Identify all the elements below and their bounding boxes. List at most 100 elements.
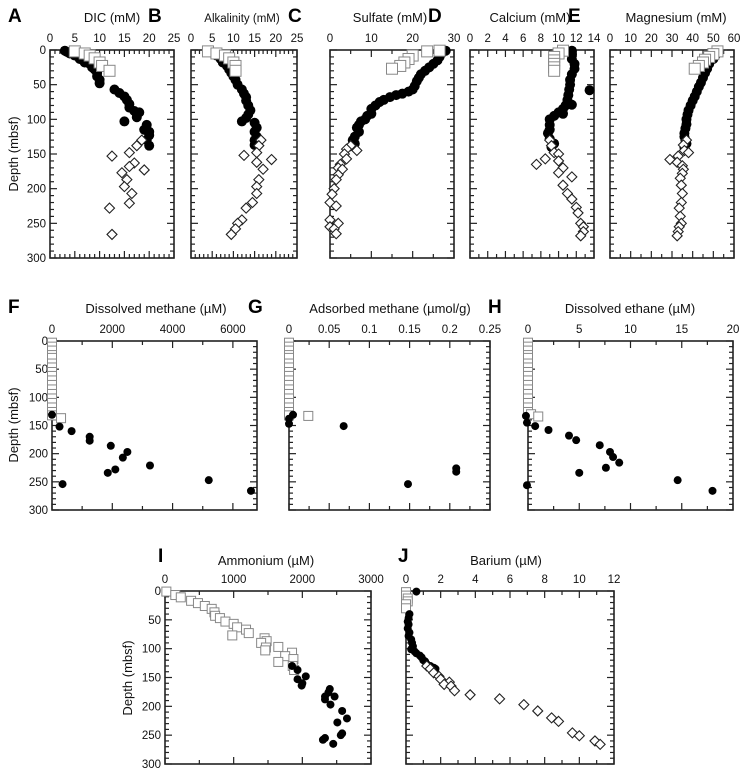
series-open-squares: [688, 45, 724, 75]
x-tick-label: 2: [437, 574, 443, 586]
x-tick-label: 2: [485, 33, 491, 45]
series-filled-circles: [288, 661, 351, 748]
data-point-open-diamond: [552, 155, 565, 167]
series-open-diamonds: [664, 134, 695, 242]
y-tick-label: 200: [142, 701, 161, 713]
data-point-filled-circle: [601, 463, 610, 472]
data-point-filled-circle: [336, 731, 345, 740]
series-open-diamonds: [530, 134, 590, 242]
series-open-diamonds: [103, 134, 151, 241]
panel-title: Adsorbed methane (µmol/g): [309, 301, 470, 316]
panel-title: Dissolved ethane (µM): [565, 301, 695, 316]
data-point-filled-circle: [118, 453, 127, 462]
plot-frame: [469, 49, 595, 259]
panel-i: I Ammonium (µM) 0 1000 2000 3000 0 50 100 150 200 2…: [142, 546, 384, 771]
data-point-open-diamond: [676, 187, 689, 200]
panel-j: J Barium (µM) 0 2 4 6 8 10 12: [398, 546, 620, 765]
data-point-open-diamond: [557, 179, 569, 191]
series-open-squares: [68, 45, 116, 77]
y-tick-label: 100: [27, 114, 46, 126]
y-tick-label: 250: [27, 218, 46, 230]
panel-letter: E: [568, 6, 581, 27]
data-point-filled-circle: [55, 422, 64, 431]
panel-title: Alkalinity (mM): [204, 13, 280, 25]
y-tick-label: 150: [29, 421, 48, 433]
x-tick-label: 0: [467, 33, 473, 45]
panel-letter: F: [8, 297, 20, 318]
x-tick-label: 2000: [99, 324, 125, 336]
series-open-squares: [47, 337, 67, 424]
data-point-open-diamond: [116, 166, 128, 179]
y-axis-labels: Depth (mbsf) Depth (mbsf) Depth (mbsf): [6, 116, 135, 715]
panel-title: Ammonium (µM): [218, 553, 314, 568]
series-open-squares: [386, 44, 446, 75]
data-point-open-diamond: [464, 689, 476, 701]
x-tick-label: 0: [286, 324, 292, 336]
x-tick-label: 15: [675, 324, 688, 336]
x-tick-label: 4000: [160, 324, 186, 336]
panel-letter: J: [398, 546, 409, 567]
data-point-open-diamond: [682, 146, 695, 159]
panel-title: Dissolved methane (µM): [85, 301, 226, 316]
x-tick-label: 15: [248, 33, 261, 45]
x-tick-label: 10: [552, 33, 565, 45]
y-tick-label: 50: [35, 364, 48, 376]
x-tick-label: 10: [365, 33, 378, 45]
series-open-squares: [284, 337, 314, 421]
data-point-open-square: [103, 64, 116, 77]
series-open-squares: [401, 587, 413, 614]
panel-letter: G: [248, 297, 263, 318]
x-tick-label: 1000: [221, 574, 247, 586]
data-point-filled-circle: [145, 461, 154, 470]
data-point-filled-circle: [522, 418, 531, 427]
data-point-open-square: [273, 656, 284, 667]
data-point-open-square: [68, 45, 81, 58]
data-point-filled-circle: [67, 427, 76, 436]
data-point-filled-circle: [330, 692, 339, 701]
panel-title: Magnesium (mM): [625, 10, 726, 25]
y-axis-label-row3: Depth (mbsf): [120, 640, 135, 715]
data-point-filled-circle: [342, 714, 351, 723]
x-tick-label: 50: [707, 33, 720, 45]
data-point-filled-circle: [531, 422, 540, 431]
x-tick-label: 0.2: [442, 324, 458, 336]
data-point-open-diamond: [566, 193, 578, 205]
data-point-open-diamond: [552, 715, 565, 728]
y-tick-label: 50: [33, 80, 46, 92]
data-point-open-diamond: [340, 153, 353, 165]
data-point-filled-circle: [119, 116, 130, 127]
data-point-open-diamond: [574, 230, 587, 242]
data-point-filled-circle: [131, 112, 142, 123]
x-tick-label: 0: [525, 324, 531, 336]
x-tick-label: 0: [327, 33, 333, 45]
panel-d: D Calcium (mM) 0 2 4 6 8 10 12 14: [428, 6, 601, 259]
data-point-filled-circle: [412, 587, 421, 596]
data-point-filled-circle: [522, 481, 531, 490]
data-point-filled-circle: [288, 661, 297, 670]
data-point-filled-circle: [673, 476, 682, 485]
data-point-open-diamond: [126, 187, 138, 200]
data-point-open-square: [421, 45, 434, 58]
x-tick-label: 4: [502, 33, 509, 45]
x-tick-label: 5: [72, 33, 78, 45]
data-point-filled-circle: [521, 411, 530, 420]
panel-b: B Alkalinity (mM) 0 5 10 15 20 25: [148, 6, 303, 259]
data-point-open-diamond: [573, 729, 586, 742]
panel-letter: C: [288, 6, 302, 27]
panel-h: H Dissolved ethane (µM) 0 5 10 15 20: [488, 297, 739, 511]
y-tick-label: 0: [155, 586, 161, 598]
plot-frame: [51, 340, 258, 511]
series-open-diamonds: [225, 134, 278, 241]
data-point-filled-circle: [85, 436, 94, 445]
panel-g: G Adsorbed methane (µmol/g) 0 0.05 0.1 0.15 0.…: [248, 297, 501, 511]
x-tick-label: 6: [507, 574, 513, 586]
data-point-open-diamond: [240, 202, 252, 214]
data-point-filled-circle: [708, 486, 717, 495]
x-tick-label: 20: [645, 33, 658, 45]
data-point-filled-circle: [558, 108, 568, 119]
data-point-filled-circle: [123, 447, 132, 456]
panel-f: F Dissolved methane (µM) 0 2000 4000 6000 0 50 1…: [8, 297, 258, 517]
data-point-open-square: [688, 62, 701, 75]
x-tick-label: 14: [588, 33, 601, 45]
